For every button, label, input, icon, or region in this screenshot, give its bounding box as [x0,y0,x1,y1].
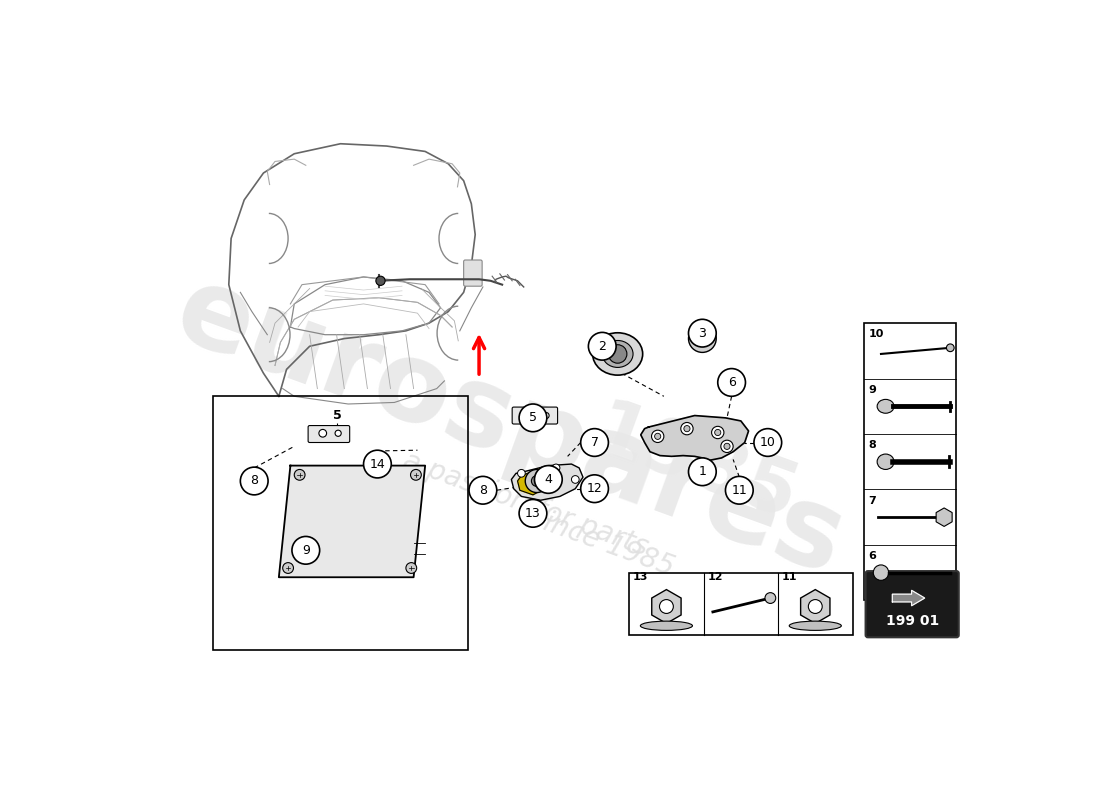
Circle shape [754,429,782,456]
Ellipse shape [593,333,642,375]
Circle shape [531,476,542,486]
Circle shape [336,430,341,436]
Circle shape [363,450,392,478]
Circle shape [808,599,822,614]
FancyBboxPatch shape [308,426,350,442]
Polygon shape [279,466,425,578]
Circle shape [715,430,720,435]
Circle shape [660,599,673,614]
Circle shape [581,429,608,456]
Circle shape [518,470,526,477]
Circle shape [241,467,268,495]
Text: 8: 8 [250,474,258,487]
Text: 13: 13 [525,507,541,520]
Bar [213,396,468,650]
Text: 10: 10 [869,330,884,339]
Circle shape [295,470,305,480]
Circle shape [406,562,417,574]
Ellipse shape [789,621,842,630]
Text: since 1985: since 1985 [526,503,679,582]
Circle shape [410,470,421,480]
Circle shape [695,332,710,346]
FancyBboxPatch shape [464,260,482,286]
Text: 199 01: 199 01 [886,614,938,629]
Circle shape [292,537,320,564]
Circle shape [526,470,548,493]
Text: 3: 3 [698,326,706,340]
Circle shape [689,319,716,347]
Bar [865,323,957,600]
Circle shape [724,443,730,450]
Circle shape [552,464,560,472]
Text: 8: 8 [478,484,487,497]
Text: 9: 9 [869,385,877,394]
Circle shape [283,562,294,574]
Text: 5: 5 [529,411,537,424]
Circle shape [571,476,579,483]
Text: 7: 7 [591,436,598,449]
Circle shape [469,476,497,504]
Polygon shape [892,590,925,606]
Circle shape [764,593,776,603]
Circle shape [720,440,733,453]
Text: 5: 5 [333,409,342,422]
Polygon shape [640,415,749,460]
Circle shape [651,430,664,442]
Circle shape [873,565,889,580]
Ellipse shape [877,399,894,414]
Circle shape [319,430,327,437]
Circle shape [519,499,547,527]
Text: 6: 6 [869,551,877,561]
Circle shape [535,466,562,494]
Ellipse shape [877,454,894,470]
Circle shape [712,426,724,438]
Circle shape [588,332,616,360]
Bar [629,574,852,635]
Text: 14: 14 [370,458,385,470]
Text: a passion for parts: a passion for parts [398,446,652,562]
Ellipse shape [603,341,634,367]
Text: 13: 13 [634,571,648,582]
Circle shape [543,413,549,418]
Polygon shape [512,464,583,500]
Text: 10: 10 [760,436,775,449]
FancyBboxPatch shape [513,407,558,424]
Circle shape [376,276,385,286]
Text: 1985: 1985 [582,394,807,537]
Circle shape [524,412,531,419]
Circle shape [717,369,746,396]
Circle shape [581,475,608,502]
Circle shape [946,344,954,352]
Circle shape [689,458,716,486]
Text: 2: 2 [598,340,606,353]
Text: 9: 9 [301,544,310,557]
FancyBboxPatch shape [866,571,959,638]
Text: 12: 12 [707,571,723,582]
Circle shape [608,345,627,363]
Circle shape [654,434,661,439]
Circle shape [519,404,547,432]
Ellipse shape [640,621,693,630]
Text: 4: 4 [544,473,552,486]
Text: 12: 12 [586,482,603,495]
Polygon shape [517,469,552,495]
Text: 6: 6 [728,376,736,389]
Text: eurospares: eurospares [162,257,858,598]
Circle shape [726,476,754,504]
Text: 11: 11 [782,571,797,582]
Text: 7: 7 [869,496,877,506]
Circle shape [684,426,690,432]
Text: 1: 1 [698,466,706,478]
Text: 8: 8 [869,440,877,450]
Circle shape [681,422,693,435]
Circle shape [689,325,716,353]
Text: 11: 11 [732,484,747,497]
